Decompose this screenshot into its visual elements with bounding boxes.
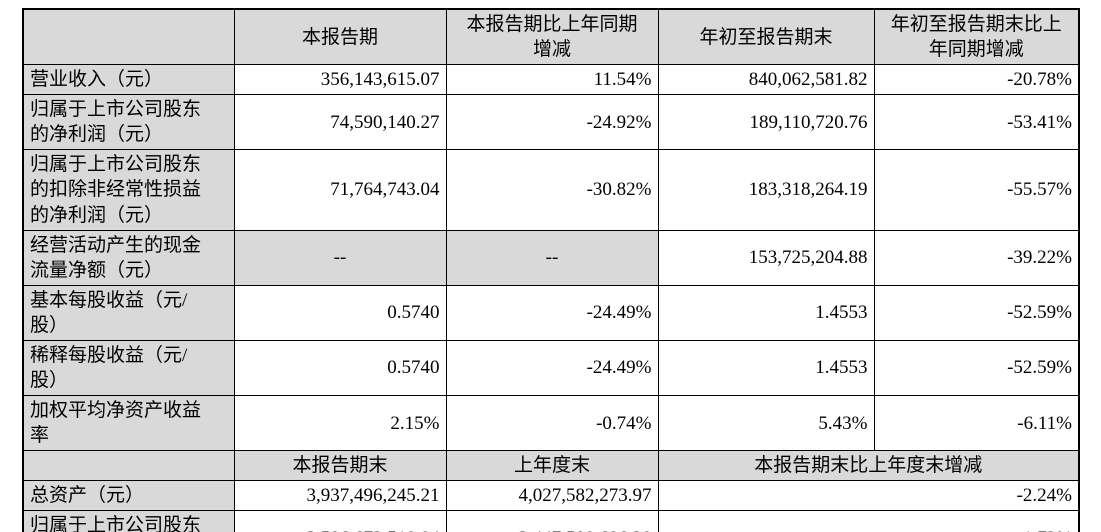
cell-current: -- xyxy=(233,229,447,286)
cell-ytd-yoy: -53.41% xyxy=(873,94,1080,151)
row-net-profit: 归属于上市公司股东 的净利润（元） 74,590,140.27 -24.92% … xyxy=(22,94,1080,151)
cell-prior-year-end: 3,447,508,696.28 xyxy=(445,510,659,532)
cell-ytd-yoy: -6.11% xyxy=(873,395,1080,452)
header-current-period-yoy: 本报告期比上年同期 增减 xyxy=(445,8,659,66)
row-net-profit-excl-nonrecurring: 归属于上市公司股东 的扣除非经常性损益 的净利润（元） 71,764,743.0… xyxy=(22,149,1080,231)
header-row-periods: 本报告期 本报告期比上年同期 增减 年初至报告期末 年初至报告期末比上 年同期增… xyxy=(22,8,1080,66)
cell-ytd: 840,062,581.82 xyxy=(657,64,875,96)
cell-current-yoy: -30.82% xyxy=(445,149,659,231)
row-label: 基本每股收益（元/ 股） xyxy=(22,284,235,341)
header-current-period: 本报告期 xyxy=(233,8,447,66)
row-label: 经营活动产生的现金 流量净额（元） xyxy=(22,229,235,286)
cell-prior-year-end: 4,027,582,273.97 xyxy=(445,480,659,512)
cell-current-yoy: -24.92% xyxy=(445,94,659,151)
row-operating-cash-flow: 经营活动产生的现金 流量净额（元） -- -- 153,725,204.88 -… xyxy=(22,229,1080,286)
cell-ytd-yoy: -39.22% xyxy=(873,229,1080,286)
row-label: 加权平均净资产收益 率 xyxy=(22,395,235,452)
cell-current: 356,143,615.07 xyxy=(233,64,447,96)
header-corner-cell xyxy=(22,8,235,66)
cell-ytd: 1.4553 xyxy=(657,339,875,397)
cell-ytd-yoy: -52.59% xyxy=(873,339,1080,397)
financial-summary-table: 本报告期 本报告期比上年同期 增减 年初至报告期末 年初至报告期末比上 年同期增… xyxy=(22,8,1080,532)
cell-period-end: 3,937,496,245.21 xyxy=(233,480,447,512)
header-row-period-end: 本报告期末 上年度末 本报告期末比上年度末增减 xyxy=(22,450,1080,482)
cell-current-yoy: -0.74% xyxy=(445,395,659,452)
header-ytd-yoy: 年初至报告期末比上 年同期增减 xyxy=(873,8,1080,66)
row-label: 营业收入（元） xyxy=(22,64,235,96)
cell-ytd-yoy: -20.78% xyxy=(873,64,1080,96)
cell-current-yoy: 11.54% xyxy=(445,64,659,96)
cell-current: 0.5740 xyxy=(233,339,447,397)
cell-ytd: 189,110,720.76 xyxy=(657,94,875,151)
row-label: 归属于上市公司股东 的所有者权益（元） xyxy=(22,510,235,532)
row-weighted-avg-roe: 加权平均净资产收益 率 2.15% -0.74% 5.43% -6.11% xyxy=(22,395,1080,452)
cell-current: 74,590,140.27 xyxy=(233,94,447,151)
row-total-assets: 总资产（元） 3,937,496,245.21 4,027,582,273.97… xyxy=(22,480,1080,512)
row-label: 归属于上市公司股东 的扣除非经常性损益 的净利润（元） xyxy=(22,149,235,231)
cell-change: 1.72% xyxy=(657,510,1080,532)
cell-period-end: 3,506,672,518.04 xyxy=(233,510,447,532)
cell-ytd: 1.4553 xyxy=(657,284,875,341)
header-prior-year-end: 上年度末 xyxy=(445,450,659,482)
cell-ytd: 5.43% xyxy=(657,395,875,452)
cell-current-yoy: -24.49% xyxy=(445,339,659,397)
cell-ytd-yoy: -52.59% xyxy=(873,284,1080,341)
row-operating-revenue: 营业收入（元） 356,143,615.07 11.54% 840,062,58… xyxy=(22,64,1080,96)
header-ytd: 年初至报告期末 xyxy=(657,8,875,66)
row-diluted-eps: 稀释每股收益（元/ 股） 0.5740 -24.49% 1.4553 -52.5… xyxy=(22,339,1080,397)
row-owners-equity: 归属于上市公司股东 的所有者权益（元） 3,506,672,518.04 3,4… xyxy=(22,510,1080,532)
header-period-end-change: 本报告期末比上年度末增减 xyxy=(657,450,1080,482)
cell-change: -2.24% xyxy=(657,480,1080,512)
cell-current: 0.5740 xyxy=(233,284,447,341)
row-basic-eps: 基本每股收益（元/ 股） 0.5740 -24.49% 1.4553 -52.5… xyxy=(22,284,1080,341)
cell-ytd: 183,318,264.19 xyxy=(657,149,875,231)
row-label: 总资产（元） xyxy=(22,480,235,512)
cell-ytd: 153,725,204.88 xyxy=(657,229,875,286)
header-corner-cell-2 xyxy=(22,450,235,482)
cell-ytd-yoy: -55.57% xyxy=(873,149,1080,231)
cell-current-yoy: -- xyxy=(445,229,659,286)
header-period-end: 本报告期末 xyxy=(233,450,447,482)
cell-current-yoy: -24.49% xyxy=(445,284,659,341)
row-label: 稀释每股收益（元/ 股） xyxy=(22,339,235,397)
cell-current: 2.15% xyxy=(233,395,447,452)
cell-current: 71,764,743.04 xyxy=(233,149,447,231)
row-label: 归属于上市公司股东 的净利润（元） xyxy=(22,94,235,151)
